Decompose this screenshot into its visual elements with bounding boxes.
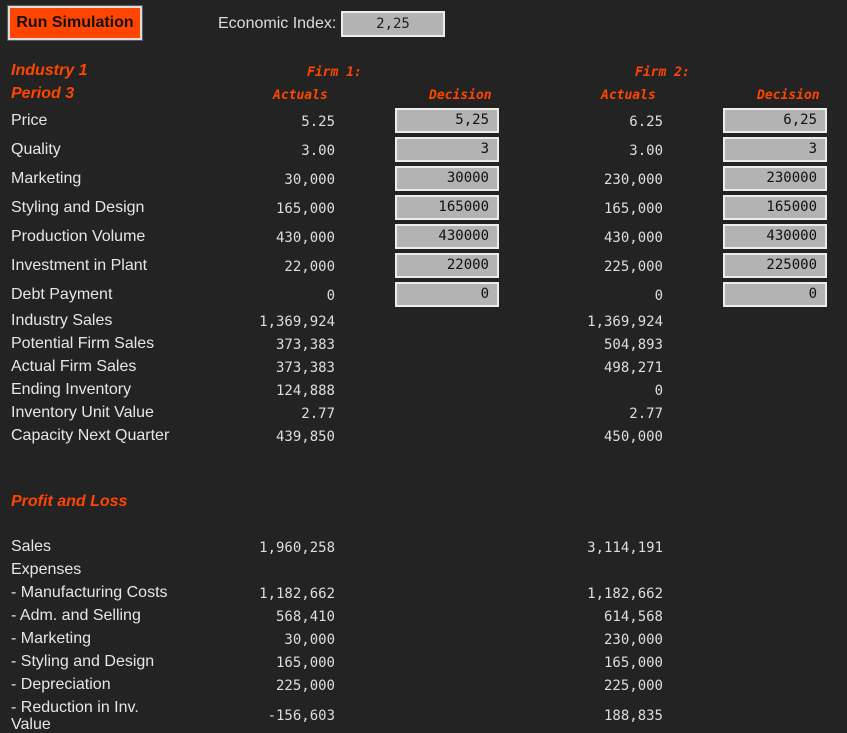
firm2-decision-marketing[interactable]: 230000 bbox=[723, 166, 827, 191]
firm2-decision-price[interactable]: 6,25 bbox=[723, 108, 827, 133]
firm1-adm-selling: 568,410 bbox=[275, 609, 335, 625]
firm1-actual-firm-sales: 373,383 bbox=[275, 360, 335, 376]
firm1-actual-marketing: 30,000 bbox=[284, 172, 335, 188]
firm1-decision-price[interactable]: 5,25 bbox=[395, 108, 499, 133]
firm1-decision-header: Decision bbox=[429, 88, 492, 103]
firm2-ending-inventory: 0 bbox=[654, 383, 663, 399]
firm2-decision-styling-design[interactable]: 165000 bbox=[723, 195, 827, 220]
economic-index-input[interactable]: 2,25 bbox=[341, 11, 445, 37]
firm1-manufacturing-costs: 1,182,662 bbox=[259, 586, 335, 602]
firm1-ending-inventory: 124,888 bbox=[275, 383, 335, 399]
firm1-actuals-header: Actuals bbox=[273, 88, 328, 103]
firm2-actual-quality: 3.00 bbox=[629, 143, 663, 159]
firm1-actual-price: 5.25 bbox=[301, 114, 335, 130]
firm2-actual-investment-plant: 225,000 bbox=[603, 259, 663, 275]
row-label-styling-design: Styling and Design bbox=[11, 199, 145, 216]
firm2-actual-firm-sales: 498,271 bbox=[603, 360, 663, 376]
row-label-actual-firm-sales: Actual Firm Sales bbox=[11, 358, 137, 375]
row-label-capacity-next-quarter: Capacity Next Quarter bbox=[11, 427, 170, 444]
row-label-expense-styling-design: - Styling and Design bbox=[11, 653, 155, 670]
firm1-reduction-inv-value: -156,603 bbox=[267, 708, 335, 724]
firm2-inventory-unit-value: 2.77 bbox=[629, 406, 663, 422]
firm1-decision-marketing[interactable]: 30000 bbox=[395, 166, 499, 191]
firm1-actual-debt-payment: 0 bbox=[326, 288, 335, 304]
firm1-capacity-next-quarter: 439,850 bbox=[275, 429, 335, 445]
row-label-manufacturing-costs: - Manufacturing Costs bbox=[11, 584, 168, 601]
row-label-investment-plant: Investment in Plant bbox=[11, 257, 148, 274]
firm2-actual-price: 6.25 bbox=[629, 114, 663, 130]
firm1-expense-marketing: 30,000 bbox=[284, 632, 335, 648]
firm2-potential-firm-sales: 504,893 bbox=[603, 337, 663, 353]
firm2-decision-production-volume[interactable]: 430000 bbox=[723, 224, 827, 249]
period-title: Period 3 bbox=[11, 85, 75, 102]
row-label-quality: Quality bbox=[11, 141, 61, 158]
firm2-industry-sales: 1,369,924 bbox=[587, 314, 663, 330]
row-label-marketing: Marketing bbox=[11, 170, 82, 187]
firm1-actual-investment-plant: 22,000 bbox=[284, 259, 335, 275]
firm1-actual-quality: 3.00 bbox=[301, 143, 335, 159]
row-label-production-volume: Production Volume bbox=[11, 228, 146, 245]
row-label-inventory-unit-value: Inventory Unit Value bbox=[11, 404, 154, 421]
firm1-actual-production-volume: 430,000 bbox=[275, 230, 335, 246]
firm2-reduction-inv-value: 188,835 bbox=[603, 708, 663, 724]
industry-title: Industry 1 bbox=[11, 62, 88, 79]
firm1-header: Firm 1: bbox=[307, 65, 362, 80]
firm2-decision-debt-payment[interactable]: 0 bbox=[723, 282, 827, 307]
firm1-sales: 1,960,258 bbox=[259, 540, 335, 556]
row-label-price: Price bbox=[11, 112, 48, 129]
firm1-decision-production-volume[interactable]: 430000 bbox=[395, 224, 499, 249]
row-label-ending-inventory: Ending Inventory bbox=[11, 381, 132, 398]
economic-index-label: Economic Index: bbox=[218, 15, 337, 32]
row-label-sales: Sales bbox=[11, 538, 52, 555]
row-label-debt-payment: Debt Payment bbox=[11, 286, 113, 303]
row-label-reduction-inv-value: - Reduction in Inv. Value bbox=[11, 699, 139, 733]
firm1-decision-quality[interactable]: 3 bbox=[395, 137, 499, 162]
firm2-depreciation: 225,000 bbox=[603, 678, 663, 694]
firm2-manufacturing-costs: 1,182,662 bbox=[587, 586, 663, 602]
firm2-expense-marketing: 230,000 bbox=[603, 632, 663, 648]
firm1-decision-styling-design[interactable]: 165000 bbox=[395, 195, 499, 220]
firm1-decision-investment-plant[interactable]: 22000 bbox=[395, 253, 499, 278]
firm2-actual-debt-payment: 0 bbox=[654, 288, 663, 304]
firm2-capacity-next-quarter: 450,000 bbox=[603, 429, 663, 445]
firm2-actual-marketing: 230,000 bbox=[603, 172, 663, 188]
firm2-sales: 3,114,191 bbox=[587, 540, 663, 556]
firm2-decision-investment-plant[interactable]: 225000 bbox=[723, 253, 827, 278]
firm1-decision-debt-payment[interactable]: 0 bbox=[395, 282, 499, 307]
profit-loss-title: Profit and Loss bbox=[11, 493, 128, 510]
row-label-industry-sales: Industry Sales bbox=[11, 312, 113, 329]
firm2-adm-selling: 614,568 bbox=[603, 609, 663, 625]
row-label-expenses: Expenses bbox=[11, 561, 82, 578]
firm2-header: Firm 2: bbox=[635, 65, 690, 80]
firm2-actual-styling-design: 165,000 bbox=[603, 201, 663, 217]
row-label-depreciation: - Depreciation bbox=[11, 676, 111, 693]
row-label-potential-firm-sales: Potential Firm Sales bbox=[11, 335, 155, 352]
run-simulation-button[interactable]: Run Simulation bbox=[7, 5, 143, 41]
firm1-industry-sales: 1,369,924 bbox=[259, 314, 335, 330]
firm2-actuals-header: Actuals bbox=[601, 88, 656, 103]
firm2-decision-header: Decision bbox=[757, 88, 820, 103]
firm2-actual-production-volume: 430,000 bbox=[603, 230, 663, 246]
firm2-expense-styling-design: 165,000 bbox=[603, 655, 663, 671]
firm2-decision-quality[interactable]: 3 bbox=[723, 137, 827, 162]
firm1-inventory-unit-value: 2.77 bbox=[301, 406, 335, 422]
row-label-expense-marketing: - Marketing bbox=[11, 630, 92, 647]
firm1-actual-styling-design: 165,000 bbox=[275, 201, 335, 217]
firm1-potential-firm-sales: 373,383 bbox=[275, 337, 335, 353]
firm1-expense-styling-design: 165,000 bbox=[275, 655, 335, 671]
firm1-depreciation: 225,000 bbox=[275, 678, 335, 694]
row-label-adm-selling: - Adm. and Selling bbox=[11, 607, 141, 624]
